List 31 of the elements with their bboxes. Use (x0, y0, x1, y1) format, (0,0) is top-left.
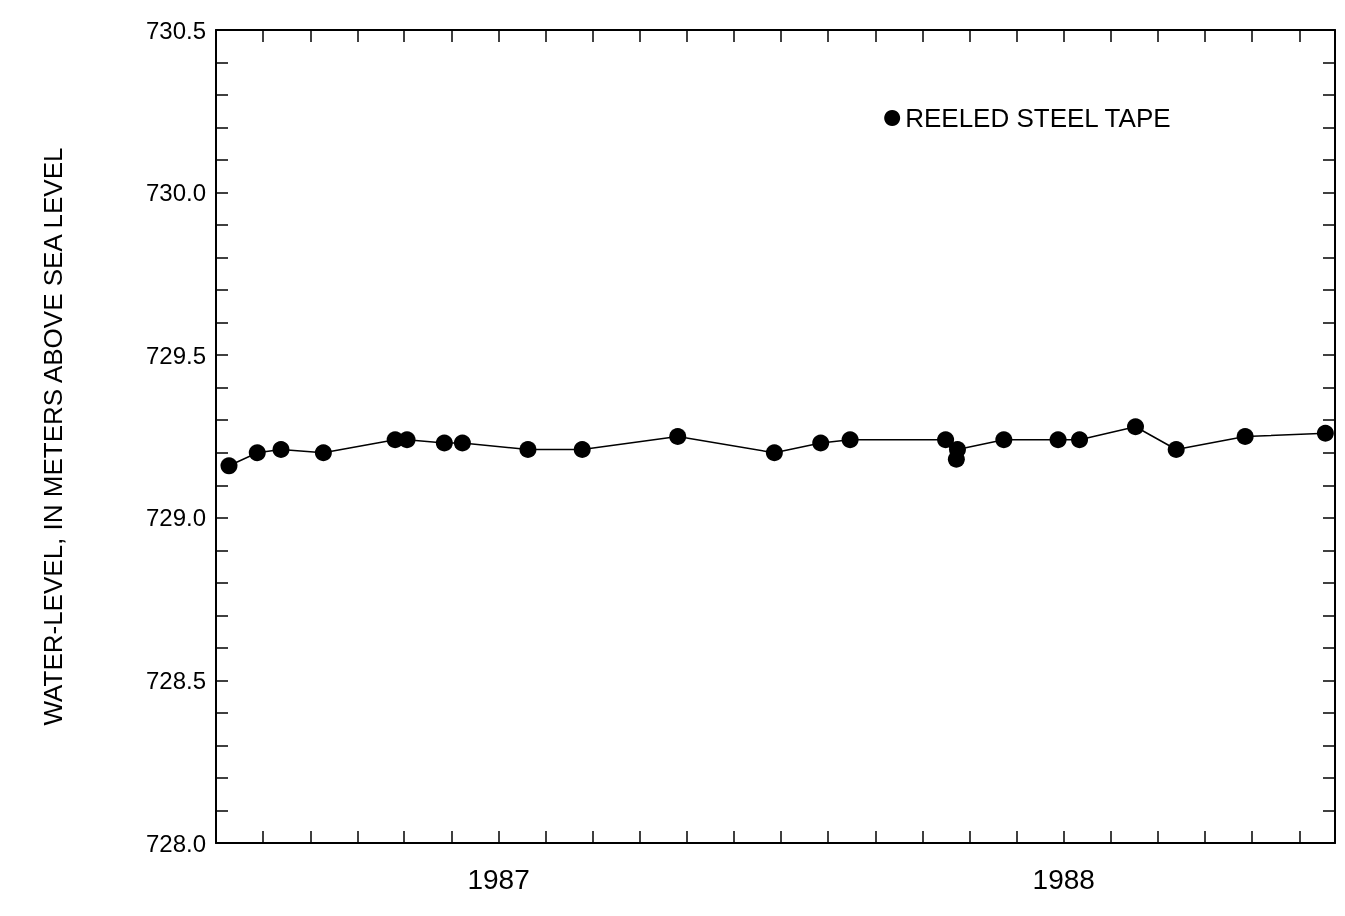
point (220, 457, 238, 475)
point (669, 428, 687, 445)
point (937, 431, 955, 449)
point (272, 441, 290, 458)
point (453, 434, 471, 452)
point (1167, 441, 1185, 458)
x-tick-label: 1987 (467, 863, 530, 895)
point (812, 434, 830, 452)
point (765, 444, 783, 462)
point (435, 434, 453, 452)
point (573, 441, 591, 458)
y-tick-label: 730.0 (145, 179, 206, 207)
point (841, 431, 859, 449)
y-tick-label: 730.5 (145, 16, 206, 44)
y-tick-label: 729.5 (145, 341, 206, 369)
y-tick-label: 729.0 (145, 504, 206, 532)
point (949, 441, 966, 458)
x-tick-label: 1988 (1032, 863, 1095, 895)
legend-label: REELED STEEL TAPE (905, 103, 1171, 133)
y-tick-label: 728.0 (145, 829, 206, 857)
point (314, 444, 332, 462)
point (248, 444, 266, 462)
point (519, 441, 537, 458)
point (1049, 431, 1067, 449)
y-tick-label: 728.5 (145, 666, 206, 694)
point (995, 431, 1013, 449)
point (1236, 428, 1254, 445)
point (1316, 424, 1334, 442)
y-axis-title: WATER-LEVEL, IN METERS ABOVE SEA LEVEL (38, 147, 68, 726)
point (1071, 431, 1089, 449)
point (1127, 418, 1144, 436)
